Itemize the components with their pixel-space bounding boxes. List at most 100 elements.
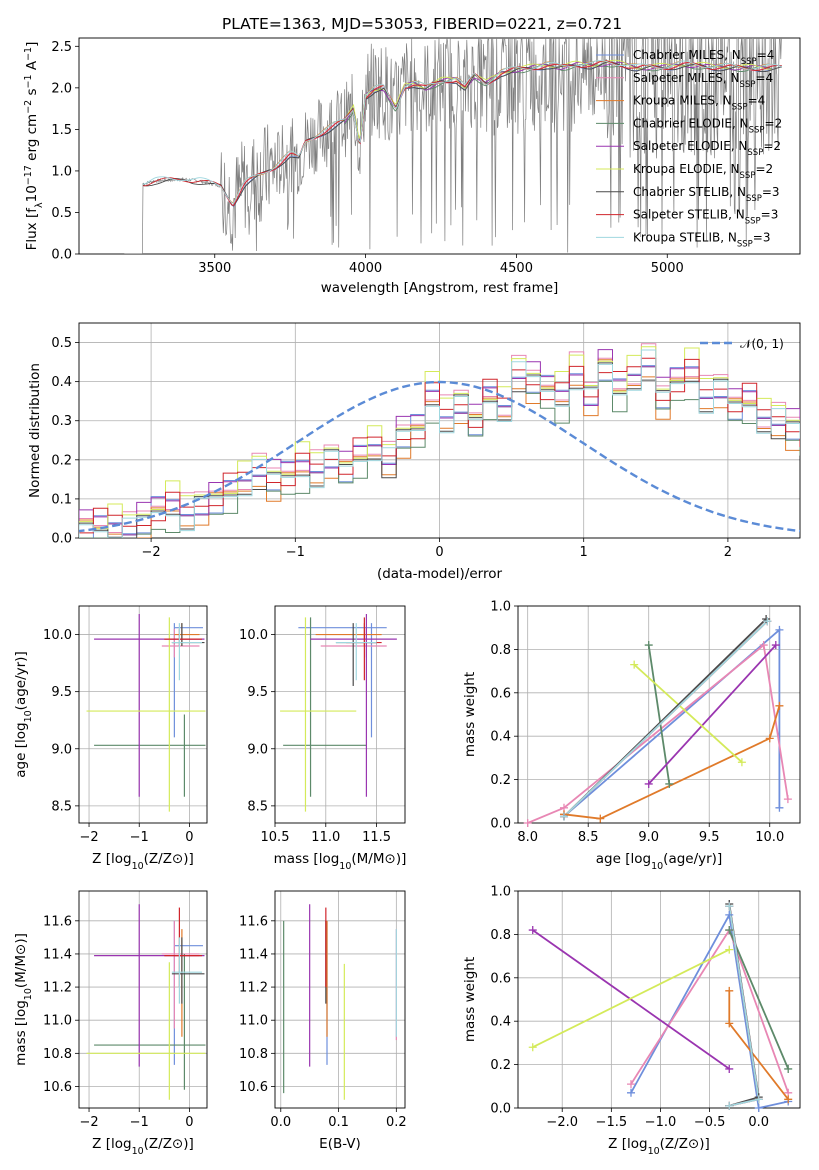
axes-frame <box>78 890 208 1109</box>
x-tick-label: 1 <box>580 545 588 560</box>
y-tick-label: 10.0 <box>43 628 72 643</box>
weight-marker <box>725 1019 734 1028</box>
x-axis-label: E(B-V) <box>319 1136 361 1152</box>
y-tick-label: 11.4 <box>239 947 268 962</box>
y-tick-label: 2.5 <box>51 40 72 55</box>
x-tick-label: 0.0 <box>748 1115 769 1130</box>
x-tick-label: 4500 <box>500 261 533 276</box>
panel-age-vs-mass: 10.5 11.0 11.5 8.5 9.0 9.5 10.0 mass [log10(M/M… <box>239 605 407 872</box>
y-tick-label: 9.0 <box>51 742 72 757</box>
histogram-step <box>79 365 800 538</box>
weight-marker <box>528 1043 537 1052</box>
y-tick-label: 11.6 <box>43 914 72 929</box>
histogram-step <box>79 366 800 538</box>
y-tick-label: 11.2 <box>239 981 268 996</box>
weight-marker <box>775 701 784 710</box>
x-tick-label: −1 <box>130 1115 149 1130</box>
y-tick-label: 0.1 <box>51 492 72 507</box>
y-tick-label: 2.0 <box>51 81 72 96</box>
x-tick-label: 8.5 <box>578 830 599 845</box>
legend-entry: Chabrier MILES, NSSP=4 <box>633 48 774 67</box>
x-tick-label: −1.5 <box>596 1115 628 1130</box>
y-tick-label: 0.8 <box>490 928 511 943</box>
y-tick-label: 0.2 <box>51 453 72 468</box>
y-tick-label: 0.2 <box>490 773 511 788</box>
x-axis-label: mass [log10(M/M⊙)] <box>274 851 407 872</box>
legend-entry: Kroupa MILES, NSSP=4 <box>633 94 765 113</box>
normal-curve <box>79 380 800 533</box>
weight-marker <box>737 758 746 767</box>
x-tick-label: 0.1 <box>328 1115 349 1130</box>
y-tick-label: 0.5 <box>51 206 72 221</box>
y-tick-label: 1.5 <box>51 123 72 138</box>
x-tick-label: −2.0 <box>546 1115 578 1130</box>
panel-weight-vs-Z: −2.0 −1.5 −1.0 −0.5 0.0 0.0 0.2 0.4 0.6 0.8 1.0 Z [… <box>462 885 801 1157</box>
weight-line <box>532 929 730 1070</box>
plot-area <box>79 343 800 538</box>
plot-area <box>280 613 397 812</box>
x-tick-label: 0 <box>185 830 193 845</box>
weight-marker <box>775 803 784 812</box>
y-tick-label: 9.0 <box>247 742 268 757</box>
weight-marker <box>754 1095 763 1104</box>
axes-frame <box>274 890 406 1109</box>
panel-age-vs-Z: −2 −1 0 8.5 9.0 9.5 10.0 Z [log10(Z/Z⊙)] age [lo… <box>13 605 208 872</box>
model-spectrum <box>142 60 783 204</box>
y-tick-label: 8.5 <box>51 799 72 814</box>
weight-marker <box>763 617 772 626</box>
y-tick-label: 0.3 <box>51 414 72 429</box>
y-tick-label: 11.6 <box>239 914 268 929</box>
x-tick-label: 2 <box>724 545 732 560</box>
x-axis-label: age [log10(age/yr)] <box>596 851 722 872</box>
weight-marker <box>754 1104 763 1112</box>
axes-frame <box>517 605 801 824</box>
weight-marker <box>725 1064 734 1073</box>
plot-area <box>86 904 206 1100</box>
y-tick-label: 0.8 <box>490 643 511 658</box>
y-tick-label: 0.0 <box>490 817 511 832</box>
weight-line <box>563 620 768 818</box>
y-axis-label: Normed distribution <box>27 363 43 498</box>
legend-entry: 𝒩(0, 1) <box>740 337 784 351</box>
x-tick-label: 11.5 <box>362 830 391 845</box>
y-tick-label: 0.0 <box>490 1102 511 1117</box>
axes-frame <box>78 605 208 824</box>
y-tick-label: 11.0 <box>239 1014 268 1029</box>
x-tick-label: 9.0 <box>638 830 659 845</box>
weight-marker <box>626 1080 635 1089</box>
histogram-step <box>79 343 800 538</box>
histogram-step <box>79 362 800 538</box>
panel-mass-vs-EBV: 0.0 0.1 0.2 10.6 10.8 11.0 11.2 11.4 11.6 E(B-V) <box>239 890 407 1152</box>
plot-area <box>124 38 783 254</box>
x-axis-label: (data-model)/error <box>377 566 503 582</box>
x-axis-label: Z [log10(Z/Z⊙)] <box>92 851 194 872</box>
y-tick-label: 10.6 <box>43 1080 72 1095</box>
y-tick-label: 0.4 <box>490 1015 511 1030</box>
weight-marker <box>775 625 784 634</box>
x-tick-label: 10.5 <box>261 830 290 845</box>
x-tick-label: −1.0 <box>645 1115 677 1130</box>
x-tick-label: 10.0 <box>755 830 784 845</box>
observed-spectrum <box>124 38 782 254</box>
y-tick-label: 1.0 <box>490 885 511 900</box>
y-tick-label: 0.4 <box>51 375 72 390</box>
weight-line <box>527 643 789 823</box>
model-spectrum <box>142 60 782 207</box>
y-tick-label: 0.0 <box>51 248 72 263</box>
y-tick-label: 0.5 <box>51 336 72 351</box>
x-tick-label: 3500 <box>198 261 231 276</box>
x-tick-label: −0.5 <box>694 1115 726 1130</box>
panel-residuals: −2 −1 0 1 2 0.0 0.1 0.2 0.3 0.4 0.5 𝒩(0, 1) (data-mo… <box>27 322 801 582</box>
panel-spectrum: 3500 4000 4500 5000 0.0 0.5 1.0 1.5 2.0 2.5 Chabri… <box>23 37 801 296</box>
y-tick-label: 0.0 <box>51 532 72 547</box>
weight-line <box>648 644 777 785</box>
legend-entry: Kroupa ELODIE, NSSP=2 <box>633 162 773 181</box>
weight-marker <box>528 926 537 935</box>
x-tick-label: −1 <box>286 545 305 560</box>
legend-entry: Chabrier STELIB, NSSP=3 <box>633 185 780 204</box>
weight-marker <box>759 641 768 650</box>
weight-line <box>563 705 781 820</box>
y-tick-label: 10.0 <box>239 628 268 643</box>
legend: Chabrier MILES, NSSP=4 Salpeter MILES, NS… <box>596 48 782 249</box>
weight-marker <box>665 779 674 788</box>
